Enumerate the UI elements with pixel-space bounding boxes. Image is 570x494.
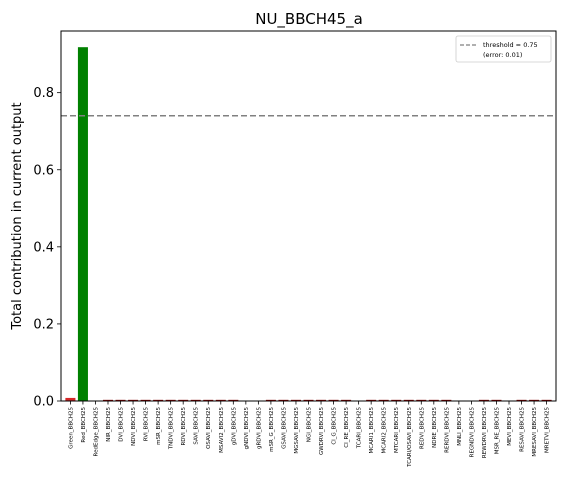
x-tick-label: Red_BBCH25	[81, 407, 87, 443]
y-tick-label: 0.6	[33, 163, 54, 178]
bar-DVI_BBCH25	[115, 399, 126, 401]
bar-NDRE_BBCH25	[428, 399, 439, 401]
x-tick-label: gRDVI_BBCH25	[256, 407, 262, 450]
x-tick-label: gNDVI_BBCH25	[244, 407, 250, 450]
x-tick-label: CI_G_BBCH25	[332, 407, 338, 445]
bar-MSAVI2_BBCH25	[215, 399, 226, 401]
x-tick-label: GWDRVI_BBCH25	[319, 407, 325, 456]
x-tick-label: MSR_RE_BBCH25	[494, 407, 500, 455]
bar-TNDVI_BBCH25	[165, 399, 176, 401]
chart-title: NU_BBCH45_a	[255, 10, 363, 29]
bar-RESAVI_BBCH25	[516, 399, 527, 401]
legend-label-error: (error: 0.01)	[483, 51, 522, 59]
x-tick-label: REGNDVI_BBCH25	[469, 407, 475, 458]
bar-mSR_BBCH25	[153, 399, 164, 401]
bar-OSAVI_BBCH25	[203, 399, 214, 401]
bar-GSAVI_BBCH25	[278, 399, 289, 401]
x-tick-label: TCARI/OSAVI_BBCH25	[407, 407, 413, 468]
x-tick-label: MGSAVI_BBCH25	[294, 407, 300, 454]
x-tick-label: RERDVI_BBCH25	[444, 407, 450, 453]
plot-area	[60, 30, 557, 402]
bar-MGSAVI_BBCH25	[290, 399, 301, 401]
bar-gDVI_BBCH25	[228, 399, 239, 401]
x-tick-label: MCARI1_BBCH25	[369, 407, 375, 454]
x-tick-label: DVI_BBCH25	[119, 407, 125, 442]
x-tick-label: MTCARI_BBCH25	[394, 407, 400, 454]
bar-MSR_RE_BBCH25	[491, 399, 502, 401]
y-tick-label: 0.0	[33, 395, 54, 410]
x-tick-label: MSAVI2_BBCH25	[219, 407, 225, 453]
bar-Green_BBCH25	[65, 397, 76, 401]
y-tick-label: 0.2	[33, 317, 54, 332]
bar-RDVI_BBCH25	[178, 399, 189, 401]
bar-MCARI2_BBCH25	[378, 399, 389, 401]
x-tick-label: MRETVI_BBCH25	[545, 407, 551, 453]
x-tick-label: NDVI_BBCH25	[131, 407, 137, 446]
bars-group	[65, 47, 552, 401]
legend-label-threshold: threshold = 0.75	[483, 41, 538, 49]
x-tick-label: RDVI_BBCH25	[181, 407, 187, 446]
x-tick-label: CI_RE_BBCH25	[344, 407, 350, 448]
bar-NGI_BBCH25	[303, 399, 314, 401]
y-tick-label: 0.8	[33, 86, 54, 101]
x-tick-label: MCARI2_BBCH25	[382, 407, 388, 454]
x-tick-label: REWDRVI_BBCH25	[482, 407, 488, 459]
bar-REWDRVI_BBCH25	[478, 399, 489, 401]
x-tick-label: RESAVI_BBCH25	[520, 406, 526, 451]
legend-box	[455, 35, 552, 63]
bar-CI_RE_BBCH25	[341, 399, 352, 401]
bar-Red_BBCH25	[77, 47, 88, 401]
x-tick-label: gDVI_BBCH25	[231, 407, 237, 446]
bar-RVI_BBCH25	[140, 399, 151, 401]
x-tick-label: Green_BBCH25	[68, 407, 74, 449]
bar-REDVI_BBCH25	[416, 399, 427, 401]
legend: threshold = 0.75 (error: 0.01)	[455, 35, 552, 63]
x-tick-label: mSR_BBCH25	[156, 407, 162, 445]
x-axis: Green_BBCH25 Red_BBCH25 RedEdge_BBCH25 NIR_…	[68, 401, 551, 468]
x-tick-label: TCARI_BBCH25	[357, 407, 363, 450]
bar-TCARI/OSAVI_BBCH25	[403, 399, 414, 401]
bar-SAVI_BBCH25	[190, 399, 201, 401]
bar-GWDRVI_BBCH25	[316, 399, 327, 401]
bar-RERDVI_BBCH25	[441, 399, 452, 401]
y-axis-label: Total contribution in current output	[10, 102, 25, 330]
x-tick-label: TNDVI_BBCH25	[169, 407, 175, 451]
x-tick-label: RedEdge_BBCH25	[93, 407, 99, 457]
x-tick-label: RVI_BBCH25	[144, 407, 150, 442]
bar-MRESAVI_BBCH25	[529, 399, 540, 401]
x-tick-label: OSAVI_BBCH25	[206, 407, 212, 449]
bar-MTCARI_BBCH25	[391, 399, 402, 401]
x-tick-label: MRESAVI_BBCH25	[532, 407, 538, 457]
bar-mSR_G_BBCH25	[265, 399, 276, 401]
bar-CI_G_BBCH25	[328, 399, 339, 401]
x-tick-label: REDVI_BBCH25	[419, 407, 425, 449]
bar-NIR_BBCH25	[102, 399, 114, 401]
x-tick-label: NIR_BBCH25	[106, 407, 112, 442]
x-tick-label: SAVI_BBCH25	[194, 407, 200, 445]
x-tick-label: MEVI_BBCH25	[507, 407, 513, 446]
bar-MRETVI_BBCH25	[541, 399, 552, 401]
plot-frame	[60, 30, 557, 402]
x-tick-label: GSAVI_BBCH25	[281, 407, 287, 449]
y-tick-label: 0.4	[33, 240, 54, 255]
x-tick-label: NDRE_BBCH25	[432, 407, 438, 448]
x-tick-label: mSR_G_BBCH25	[269, 407, 275, 452]
bar-NDVI_BBCH25	[128, 399, 139, 401]
bar-MCARI1_BBCH25	[366, 399, 377, 401]
x-tick-label: NGI_BBCH25	[307, 407, 313, 443]
y-axis: 0.0 0.2 0.4 0.6 0.8	[33, 86, 61, 410]
x-tick-label: MNLI_BBCH25	[457, 407, 463, 446]
